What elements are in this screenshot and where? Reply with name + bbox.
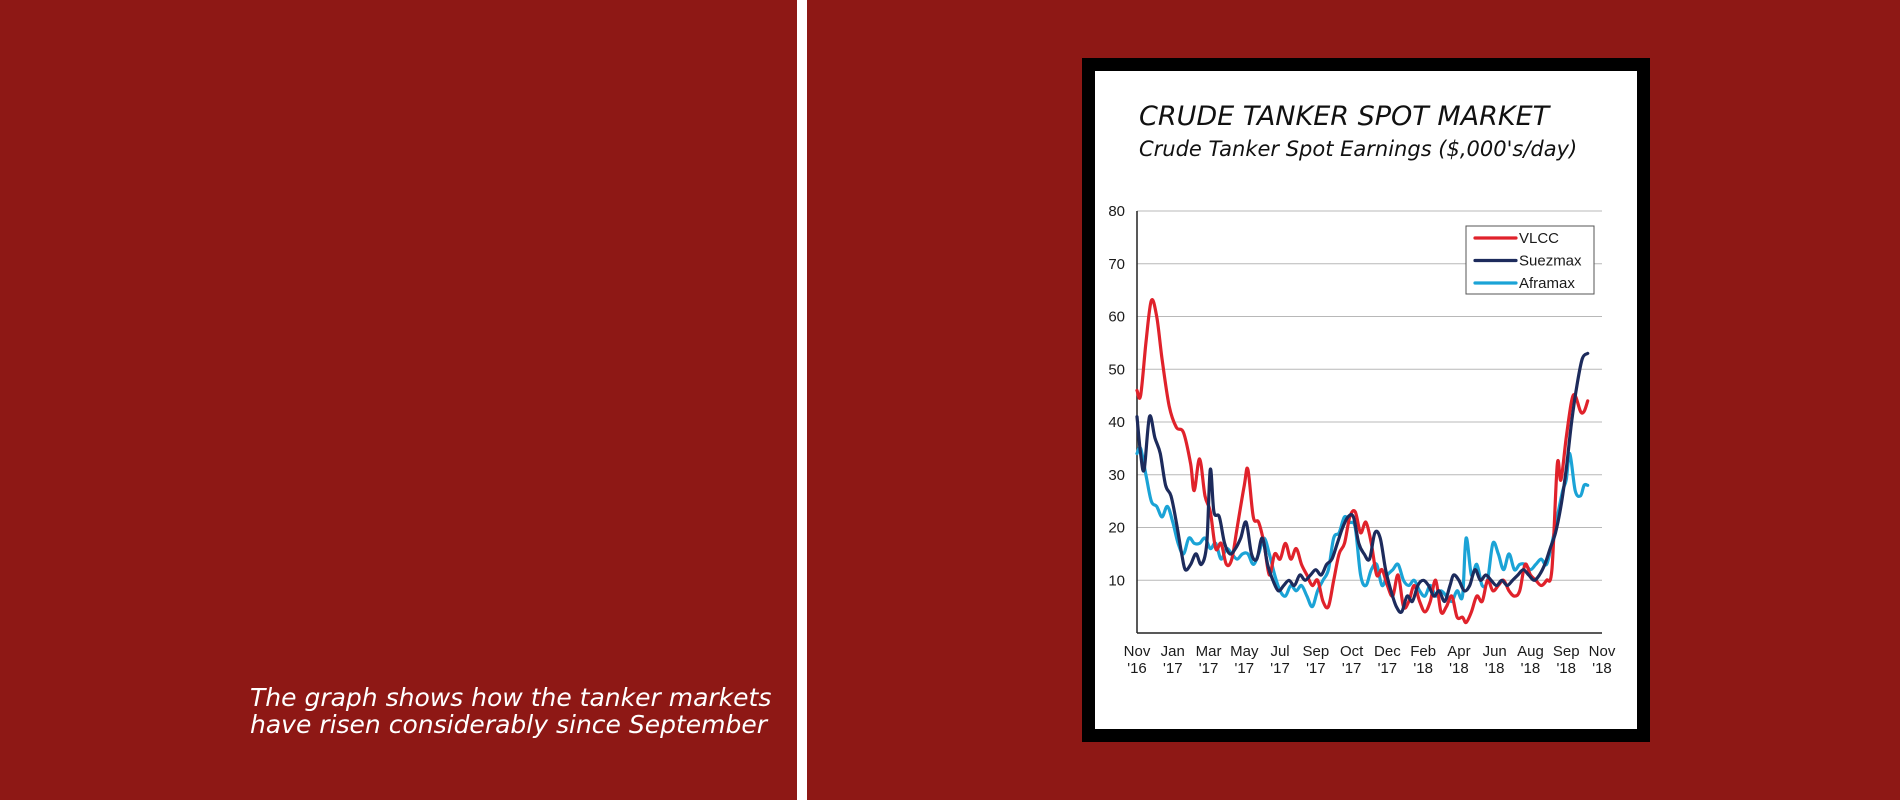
x-tick-label-year-9: '18 (1449, 660, 1469, 677)
series-line-vlcc (1135, 298, 1590, 625)
x-tick-label-month-4: Jul (1270, 643, 1289, 660)
legend: VLCC Suezmax Aframax (1465, 225, 1595, 295)
x-tick-label-month-5: Sep (1302, 643, 1329, 660)
tanker-earnings-line-chart: 1020304050607080Nov'16Jan'17Mar'17May'17… (1108, 203, 1616, 677)
x-tick-label-month-12: Sep (1553, 643, 1580, 660)
x-tick-label-month-10: Jun (1483, 643, 1507, 660)
x-tick-label-month-6: Oct (1340, 643, 1364, 660)
caption-line-2: have risen considerably since September (250, 710, 768, 739)
y-tick-label-0: 10 (1108, 572, 1125, 589)
x-tick-label-year-7: '17 (1378, 660, 1398, 677)
x-tick-label-month-7: Dec (1374, 643, 1401, 660)
chart-subtitle: Crude Tanker Spot Earnings ($,000's/day) (1139, 137, 1578, 161)
chart-card: CRUDE TANKER SPOT MARKET Crude Tanker Sp… (1095, 71, 1637, 729)
y-tick-label-4: 50 (1108, 361, 1125, 378)
x-tick-label-year-6: '17 (1342, 660, 1362, 677)
x-tick-label-year-13: '18 (1592, 660, 1612, 677)
x-tick-label-year-11: '18 (1521, 660, 1541, 677)
series-line-aframax (1135, 445, 1590, 609)
legend-label-aframax: Aframax (1519, 275, 1575, 292)
series-lines (1135, 298, 1590, 625)
chart-title: CRUDE TANKER SPOT MARKET (1139, 101, 1550, 132)
y-tick-label-3: 40 (1108, 414, 1125, 431)
x-tick-label-year-2: '17 (1199, 660, 1219, 677)
x-tick-label-year-12: '18 (1556, 660, 1576, 677)
chart-frame: CRUDE TANKER SPOT MARKET Crude Tanker Sp… (1082, 58, 1650, 742)
caption-line-1: The graph shows how the tanker markets (250, 683, 772, 712)
y-tick-label-7: 80 (1108, 203, 1125, 220)
x-tick-label-month-13: Nov (1589, 643, 1616, 660)
x-tick-label-year-4: '17 (1270, 660, 1290, 677)
y-tick-label-6: 70 (1108, 256, 1125, 273)
legend-label-suezmax: Suezmax (1519, 253, 1582, 270)
x-tick-label-month-8: Feb (1410, 643, 1436, 660)
x-tick-label-year-0: '16 (1127, 660, 1147, 677)
x-tick-label-month-9: Apr (1447, 643, 1470, 660)
x-tick-label-year-5: '17 (1306, 660, 1326, 677)
legend-label-vlcc: VLCC (1519, 230, 1559, 247)
x-tick-label-year-1: '17 (1163, 660, 1183, 677)
y-tick-label-1: 20 (1108, 520, 1125, 537)
series-line-suezmax (1135, 351, 1590, 614)
x-tick-label-year-10: '18 (1485, 660, 1505, 677)
y-tick-label-2: 30 (1108, 467, 1125, 484)
axes: 1020304050607080Nov'16Jan'17Mar'17May'17… (1108, 203, 1616, 677)
x-tick-label-month-2: Mar (1196, 643, 1222, 660)
panel-divider (797, 0, 807, 800)
caption: The graph shows how the tanker markets h… (250, 683, 772, 739)
y-tick-label-5: 60 (1108, 309, 1125, 326)
x-tick-label-month-3: May (1230, 643, 1259, 660)
x-tick-label-year-8: '18 (1413, 660, 1433, 677)
x-tick-label-month-11: Aug (1517, 643, 1544, 660)
x-tick-label-month-0: Nov (1124, 643, 1151, 660)
x-tick-label-year-3: '17 (1235, 660, 1255, 677)
x-tick-label-month-1: Jan (1161, 643, 1185, 660)
